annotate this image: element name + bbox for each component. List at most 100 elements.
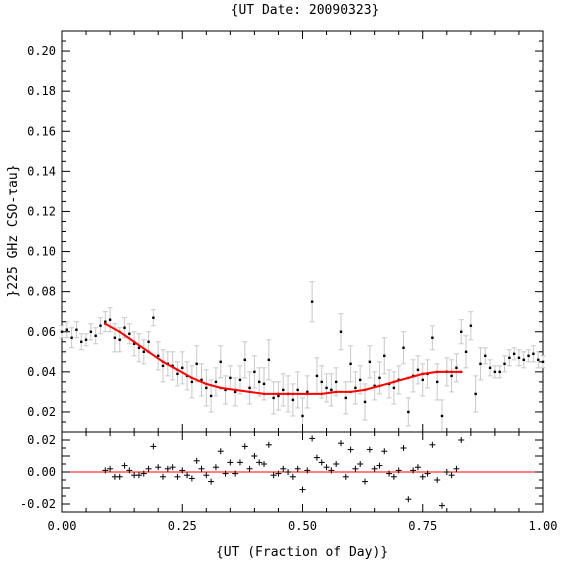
fit-point bbox=[118, 330, 122, 334]
data-point bbox=[527, 354, 530, 358]
data-point bbox=[512, 352, 516, 356]
residual-point bbox=[419, 473, 426, 480]
y-tick-label: 0.08 bbox=[27, 285, 56, 299]
fit-point bbox=[233, 388, 237, 392]
residual-point bbox=[261, 461, 268, 467]
residual-point bbox=[188, 475, 195, 482]
fit-point bbox=[349, 390, 352, 394]
data-point bbox=[532, 352, 535, 356]
data-point bbox=[84, 338, 88, 341]
data-point bbox=[75, 328, 78, 331]
residual-point bbox=[198, 465, 205, 472]
residual-point bbox=[280, 465, 287, 472]
residual-point bbox=[126, 467, 133, 474]
data-point bbox=[267, 358, 271, 362]
data-point bbox=[440, 414, 444, 418]
residual-point bbox=[155, 464, 162, 471]
residual-point bbox=[352, 465, 359, 472]
fit-point bbox=[450, 370, 453, 374]
error-bars bbox=[59, 281, 546, 433]
fit-point bbox=[334, 390, 338, 394]
residual-point bbox=[164, 465, 171, 472]
residual-point bbox=[395, 467, 402, 474]
data-point bbox=[503, 362, 506, 366]
fit-point bbox=[291, 392, 295, 396]
data-point bbox=[258, 380, 261, 384]
residual-point bbox=[140, 470, 147, 477]
x-tick-label: 0.00 bbox=[48, 519, 77, 533]
fit-point bbox=[103, 322, 107, 326]
residual-point bbox=[443, 469, 450, 475]
residual-point bbox=[285, 469, 292, 475]
top-x-ticks bbox=[61, 31, 544, 432]
data-point bbox=[123, 326, 126, 329]
top-y-axis: 0.02 0.04 0.06 0.08 0.10 0.12 0.14 0.16 0.18 0.20 bbox=[27, 30, 543, 433]
residual-point bbox=[236, 459, 243, 466]
fit-point bbox=[378, 384, 381, 388]
data-point bbox=[517, 356, 521, 360]
data-point bbox=[253, 370, 256, 374]
data-point bbox=[325, 386, 328, 390]
x-tick-label: 0.75 bbox=[408, 519, 437, 533]
data-point bbox=[224, 388, 227, 392]
data-point bbox=[70, 336, 73, 339]
data-point bbox=[118, 338, 121, 341]
data-point bbox=[536, 358, 540, 362]
residual-point bbox=[371, 465, 378, 472]
data-point bbox=[368, 360, 372, 364]
x-axis: 0.00 0.25 0.50 0.75 1.00 bbox=[48, 432, 558, 533]
residual-point bbox=[347, 446, 354, 453]
residual-point bbox=[121, 462, 128, 469]
data-point bbox=[383, 354, 386, 358]
residual-point bbox=[116, 473, 123, 480]
residual-point bbox=[434, 477, 441, 483]
residual-point bbox=[304, 467, 311, 474]
fit-point bbox=[421, 372, 425, 376]
y-tick-label: 0.02 bbox=[27, 405, 56, 419]
residual-point bbox=[299, 486, 306, 493]
fit-point bbox=[363, 388, 367, 392]
data-point bbox=[359, 378, 362, 382]
data-point bbox=[315, 374, 319, 378]
data-point bbox=[80, 340, 83, 343]
x-axis-label: {UT (Fraction of Day)} bbox=[216, 545, 388, 560]
y-tick-label: 0.12 bbox=[27, 204, 56, 218]
data-point bbox=[402, 346, 405, 349]
residual-point bbox=[337, 440, 344, 447]
residual-point bbox=[241, 443, 248, 450]
x-tick-label: 1.00 bbox=[529, 519, 558, 533]
fit-point bbox=[306, 392, 309, 396]
data-point bbox=[282, 388, 285, 392]
residual-point bbox=[203, 472, 210, 479]
y-tick-label: -0.02 bbox=[20, 497, 56, 511]
fit-point bbox=[176, 368, 179, 372]
residual-point bbox=[342, 473, 349, 480]
data-point bbox=[272, 396, 275, 400]
residual-point bbox=[438, 502, 445, 509]
data-point bbox=[363, 400, 367, 404]
bottom-y-axis: -0.02 0.00 0.02 bbox=[20, 431, 543, 513]
residual-point bbox=[179, 467, 186, 474]
data-point bbox=[349, 362, 352, 366]
fit-point bbox=[407, 376, 410, 380]
data-point bbox=[277, 394, 280, 398]
residual-point bbox=[424, 470, 431, 477]
data-point bbox=[157, 354, 160, 358]
residual-point bbox=[227, 459, 234, 466]
fit-point bbox=[320, 392, 324, 396]
data-point bbox=[291, 398, 295, 402]
residual-point bbox=[309, 435, 316, 442]
fit-point bbox=[147, 350, 150, 354]
data-point bbox=[89, 330, 93, 333]
data-point bbox=[132, 342, 136, 345]
data-point bbox=[205, 386, 208, 390]
y-tick-label: 0.04 bbox=[27, 365, 56, 379]
residual-points bbox=[102, 435, 465, 509]
data-point bbox=[344, 396, 347, 400]
top-panel-frame bbox=[61, 30, 544, 433]
residual-point bbox=[169, 464, 176, 471]
y-axis-label: }225 GHz CSO-τau} bbox=[6, 164, 21, 297]
residual-point bbox=[333, 461, 340, 467]
data-point bbox=[431, 336, 434, 339]
